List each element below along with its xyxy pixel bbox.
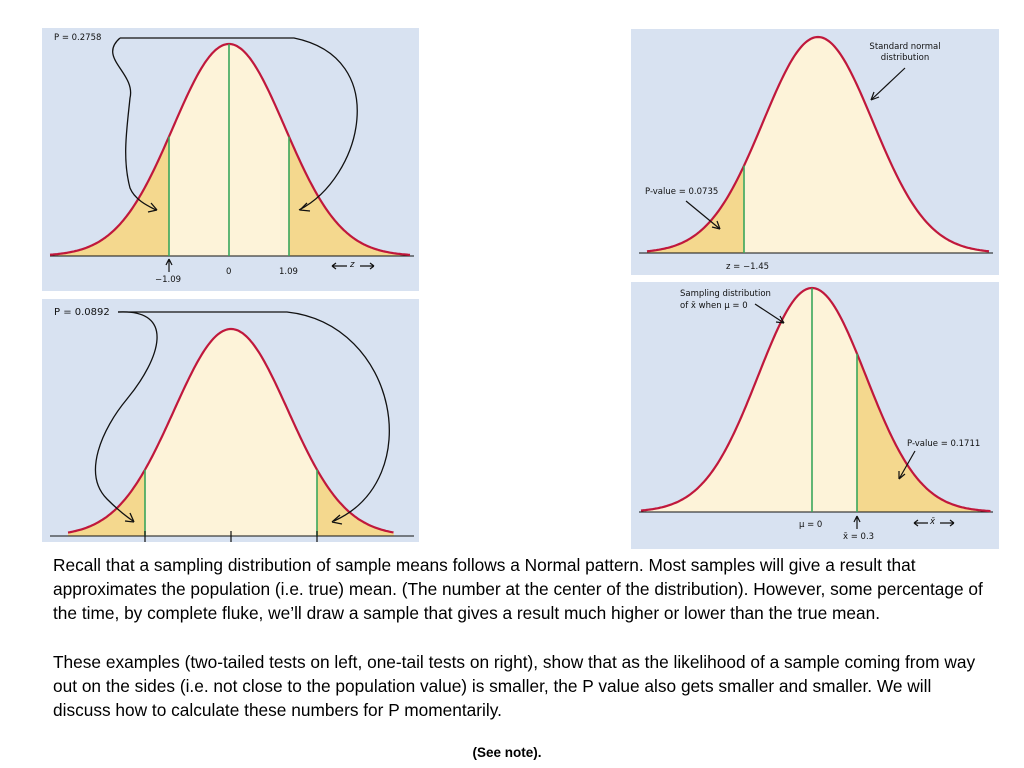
curve-label: Standard normal distribution: [869, 42, 941, 63]
panel-one-tailed-lower: Standard normal distribution P-value = 0…: [631, 29, 999, 275]
normal-curve: [646, 35, 990, 253]
tail-area-right: [289, 136, 410, 256]
connector-right: [118, 311, 390, 522]
tail-area-right: [857, 353, 991, 512]
tail-area-left: [68, 470, 145, 536]
tick-arrow-up: [853, 515, 861, 529]
connector-left: [112, 37, 157, 211]
arrow-to-curve: [754, 303, 785, 324]
arrowhead: [711, 220, 721, 230]
normal-curve-figure: [50, 311, 414, 542]
connector-right: [120, 37, 358, 211]
arrowhead-right: [299, 202, 311, 212]
curve-label-line2: of x̄ when μ = 0: [680, 301, 748, 311]
panel-two-tailed-p0-2758: P = 0.2758 −1.09 0 1.09 z: [42, 28, 419, 291]
paragraph-1: Recall that a sampling distribution of s…: [53, 555, 983, 624]
tick-label-zero: 0: [226, 267, 232, 277]
normal-curve: [49, 42, 411, 256]
tail-area-right: [317, 469, 394, 536]
arrowhead-left: [124, 512, 135, 523]
explanation-text: Recall that a sampling distribution of s…: [53, 553, 983, 722]
tail-area-left: [647, 167, 744, 253]
arrowhead: [898, 471, 906, 480]
z-label: z = −1.45: [726, 262, 770, 272]
tail-area-left: [50, 137, 169, 256]
connector-left: [94, 311, 158, 522]
normal-curve: [67, 327, 394, 534]
tick-label-pos: 1.09: [279, 267, 298, 277]
paragraph-2: These examples (two-tailed tests on left…: [53, 651, 976, 721]
p-value-label: P-value = 0.0735: [645, 187, 719, 197]
xbar-label: x̄ = 0.3: [843, 532, 875, 542]
panel-two-tailed-p0-0892: P = 0.0892: [42, 299, 419, 542]
curve-body: [641, 288, 991, 512]
arrowhead: [775, 315, 785, 324]
normal-curve-figure: [639, 286, 993, 529]
axis-label: z: [350, 260, 355, 270]
axis-direction-arrows: [913, 519, 955, 527]
mu-label: μ = 0: [799, 520, 823, 530]
see-note: (See note).: [472, 745, 542, 760]
axis-direction-arrows: [331, 262, 375, 270]
arrow-to-tail: [685, 200, 721, 230]
arrowhead: [870, 91, 880, 101]
arrowhead-left: [147, 202, 158, 213]
normal-curve-figure: [49, 37, 414, 272]
normal-curve: [640, 286, 991, 513]
curve-body: [68, 329, 394, 536]
panel-one-tailed-upper: Sampling distribution of x̄ when μ = 0 P…: [631, 282, 999, 549]
curve-body: [50, 44, 410, 256]
p-value-label: P = 0.2758: [54, 33, 102, 43]
axis-label: x̄: [930, 517, 936, 527]
curve-label-line1: Sampling distribution: [680, 289, 771, 299]
tick-arrow-up: [165, 258, 173, 272]
tick-label-neg: −1.09: [155, 275, 182, 285]
p-value-label: P-value = 0.1711: [907, 439, 981, 449]
arrowhead-right: [331, 514, 343, 525]
arrow-to-curve: [870, 67, 906, 101]
curve-body: [647, 37, 989, 253]
arrow-to-tail: [898, 450, 916, 480]
normal-curve-figure: [639, 35, 993, 254]
p-value-label: P = 0.0892: [54, 307, 110, 318]
